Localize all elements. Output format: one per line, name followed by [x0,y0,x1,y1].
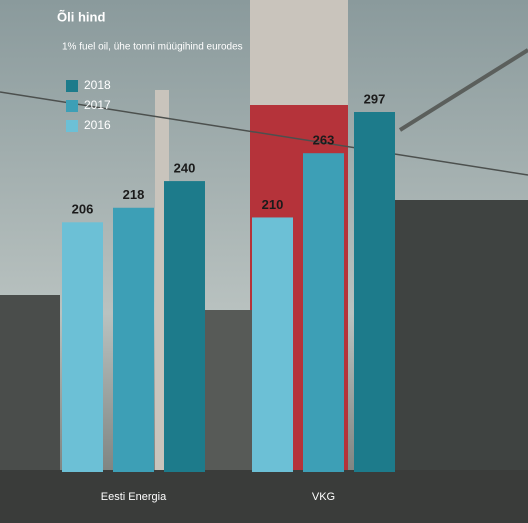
legend-swatch [66,120,78,132]
chart: Õli hind 1% fuel oil, ühe tonni müügihin… [0,0,528,523]
x-tick-label: VKG [312,491,335,503]
legend-label: 2017 [84,98,111,112]
legend-swatch [66,100,78,112]
data-label: 206 [72,202,94,217]
bar [354,112,395,472]
data-label: 218 [123,187,145,202]
bar [113,208,154,472]
bar [62,222,103,472]
legend-label: 2016 [84,118,111,132]
data-label: 297 [364,91,386,106]
data-label: 240 [174,161,196,176]
data-label: 263 [313,133,335,148]
bar [303,153,344,472]
bar [252,217,293,472]
chart-title: Õli hind [57,9,105,24]
legend-label: 2018 [84,78,111,92]
data-label: 210 [262,197,284,212]
x-tick-label: Eesti Energia [101,491,167,503]
bar [164,181,205,472]
chart-subtitle: 1% fuel oil, ühe tonni müügihind eurodes [62,42,243,53]
legend-swatch [66,80,78,92]
